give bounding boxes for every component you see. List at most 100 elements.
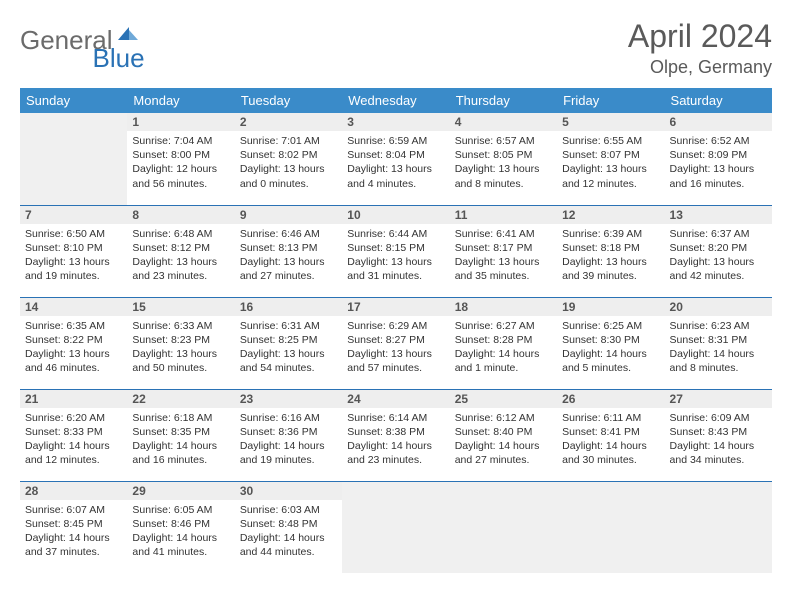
detail-line: Sunset: 8:17 PM: [455, 241, 552, 255]
detail-line: Sunrise: 7:04 AM: [132, 134, 229, 148]
detail-line: and 34 minutes.: [670, 453, 767, 467]
day-header-tue: Tuesday: [235, 88, 342, 113]
day-number: 10: [342, 206, 449, 224]
detail-line: Sunrise: 6:57 AM: [455, 134, 552, 148]
calendar-row: 14Sunrise: 6:35 AMSunset: 8:22 PMDayligh…: [20, 297, 772, 389]
day-details: Sunrise: 7:04 AMSunset: 8:00 PMDaylight:…: [127, 131, 234, 196]
detail-line: Sunrise: 6:39 AM: [562, 227, 659, 241]
detail-line: Sunrise: 6:33 AM: [132, 319, 229, 333]
day-number: 13: [665, 206, 772, 224]
day-cell: 9Sunrise: 6:46 AMSunset: 8:13 PMDaylight…: [235, 205, 342, 297]
day-details: Sunrise: 6:37 AMSunset: 8:20 PMDaylight:…: [665, 224, 772, 289]
day-details: Sunrise: 6:03 AMSunset: 8:48 PMDaylight:…: [235, 500, 342, 565]
day-details: Sunrise: 6:29 AMSunset: 8:27 PMDaylight:…: [342, 316, 449, 381]
detail-line: Sunset: 8:31 PM: [670, 333, 767, 347]
detail-line: Sunrise: 6:50 AM: [25, 227, 122, 241]
detail-line: Sunrise: 6:25 AM: [562, 319, 659, 333]
day-cell: 8Sunrise: 6:48 AMSunset: 8:12 PMDaylight…: [127, 205, 234, 297]
day-number: 29: [127, 482, 234, 500]
day-cell: 6Sunrise: 6:52 AMSunset: 8:09 PMDaylight…: [665, 113, 772, 205]
day-header-sat: Saturday: [665, 88, 772, 113]
detail-line: and 41 minutes.: [132, 545, 229, 559]
detail-line: Daylight: 13 hours: [240, 347, 337, 361]
detail-line: and 8 minutes.: [455, 177, 552, 191]
detail-line: and 44 minutes.: [240, 545, 337, 559]
detail-line: Daylight: 13 hours: [347, 255, 444, 269]
day-details: Sunrise: 6:57 AMSunset: 8:05 PMDaylight:…: [450, 131, 557, 196]
detail-line: and 46 minutes.: [25, 361, 122, 375]
detail-line: and 56 minutes.: [132, 177, 229, 191]
day-cell: 12Sunrise: 6:39 AMSunset: 8:18 PMDayligh…: [557, 205, 664, 297]
day-number: 20: [665, 298, 772, 316]
day-cell: 18Sunrise: 6:27 AMSunset: 8:28 PMDayligh…: [450, 297, 557, 389]
day-number: 30: [235, 482, 342, 500]
detail-line: Sunset: 8:09 PM: [670, 148, 767, 162]
calendar-row: 28Sunrise: 6:07 AMSunset: 8:45 PMDayligh…: [20, 481, 772, 573]
day-number: 24: [342, 390, 449, 408]
detail-line: Sunrise: 6:11 AM: [562, 411, 659, 425]
detail-line: and 19 minutes.: [25, 269, 122, 283]
empty-cell: [20, 113, 127, 205]
detail-line: Sunset: 8:48 PM: [240, 517, 337, 531]
detail-line: Sunset: 8:04 PM: [347, 148, 444, 162]
day-details: Sunrise: 6:07 AMSunset: 8:45 PMDaylight:…: [20, 500, 127, 565]
detail-line: Sunrise: 6:07 AM: [25, 503, 122, 517]
empty-cell: [342, 481, 449, 573]
day-header-row: Sunday Monday Tuesday Wednesday Thursday…: [20, 88, 772, 113]
detail-line: Daylight: 13 hours: [25, 347, 122, 361]
day-cell: 29Sunrise: 6:05 AMSunset: 8:46 PMDayligh…: [127, 481, 234, 573]
detail-line: Daylight: 14 hours: [562, 347, 659, 361]
detail-line: Sunset: 8:27 PM: [347, 333, 444, 347]
detail-line: Daylight: 13 hours: [132, 255, 229, 269]
day-cell: 16Sunrise: 6:31 AMSunset: 8:25 PMDayligh…: [235, 297, 342, 389]
day-details: Sunrise: 6:25 AMSunset: 8:30 PMDaylight:…: [557, 316, 664, 381]
day-number: 17: [342, 298, 449, 316]
day-cell: 26Sunrise: 6:11 AMSunset: 8:41 PMDayligh…: [557, 389, 664, 481]
day-number: 4: [450, 113, 557, 131]
detail-line: Sunrise: 6:23 AM: [670, 319, 767, 333]
detail-line: Sunset: 8:35 PM: [132, 425, 229, 439]
day-cell: 22Sunrise: 6:18 AMSunset: 8:35 PMDayligh…: [127, 389, 234, 481]
calendar-row: 1Sunrise: 7:04 AMSunset: 8:00 PMDaylight…: [20, 113, 772, 205]
day-number: 26: [557, 390, 664, 408]
day-details: Sunrise: 6:44 AMSunset: 8:15 PMDaylight:…: [342, 224, 449, 289]
detail-line: Sunset: 8:36 PM: [240, 425, 337, 439]
detail-line: and 23 minutes.: [132, 269, 229, 283]
detail-line: and 0 minutes.: [240, 177, 337, 191]
day-number: 7: [20, 206, 127, 224]
detail-line: Sunset: 8:02 PM: [240, 148, 337, 162]
detail-line: Daylight: 14 hours: [562, 439, 659, 453]
day-details: Sunrise: 6:09 AMSunset: 8:43 PMDaylight:…: [665, 408, 772, 473]
day-details: Sunrise: 6:35 AMSunset: 8:22 PMDaylight:…: [20, 316, 127, 381]
detail-line: Sunrise: 6:31 AM: [240, 319, 337, 333]
detail-line: and 50 minutes.: [132, 361, 229, 375]
day-number: 23: [235, 390, 342, 408]
day-details: Sunrise: 6:14 AMSunset: 8:38 PMDaylight:…: [342, 408, 449, 473]
day-cell: 1Sunrise: 7:04 AMSunset: 8:00 PMDaylight…: [127, 113, 234, 205]
detail-line: Sunset: 8:46 PM: [132, 517, 229, 531]
detail-line: and 16 minutes.: [132, 453, 229, 467]
detail-line: Sunrise: 6:14 AM: [347, 411, 444, 425]
detail-line: Daylight: 13 hours: [670, 162, 767, 176]
detail-line: Sunset: 8:30 PM: [562, 333, 659, 347]
day-cell: 21Sunrise: 6:20 AMSunset: 8:33 PMDayligh…: [20, 389, 127, 481]
detail-line: Daylight: 14 hours: [455, 347, 552, 361]
day-details: Sunrise: 6:27 AMSunset: 8:28 PMDaylight:…: [450, 316, 557, 381]
detail-line: and 8 minutes.: [670, 361, 767, 375]
day-details: Sunrise: 6:12 AMSunset: 8:40 PMDaylight:…: [450, 408, 557, 473]
month-title: April 2024: [628, 18, 772, 55]
detail-line: Sunset: 8:28 PM: [455, 333, 552, 347]
day-cell: 17Sunrise: 6:29 AMSunset: 8:27 PMDayligh…: [342, 297, 449, 389]
day-details: Sunrise: 6:46 AMSunset: 8:13 PMDaylight:…: [235, 224, 342, 289]
day-cell: 28Sunrise: 6:07 AMSunset: 8:45 PMDayligh…: [20, 481, 127, 573]
detail-line: Sunset: 8:15 PM: [347, 241, 444, 255]
location: Olpe, Germany: [628, 57, 772, 78]
detail-line: Sunset: 8:13 PM: [240, 241, 337, 255]
detail-line: Daylight: 14 hours: [132, 531, 229, 545]
detail-line: Sunrise: 6:44 AM: [347, 227, 444, 241]
detail-line: and 54 minutes.: [240, 361, 337, 375]
day-number: 11: [450, 206, 557, 224]
detail-line: Daylight: 13 hours: [455, 255, 552, 269]
detail-line: Sunset: 8:33 PM: [25, 425, 122, 439]
day-details: Sunrise: 6:39 AMSunset: 8:18 PMDaylight:…: [557, 224, 664, 289]
